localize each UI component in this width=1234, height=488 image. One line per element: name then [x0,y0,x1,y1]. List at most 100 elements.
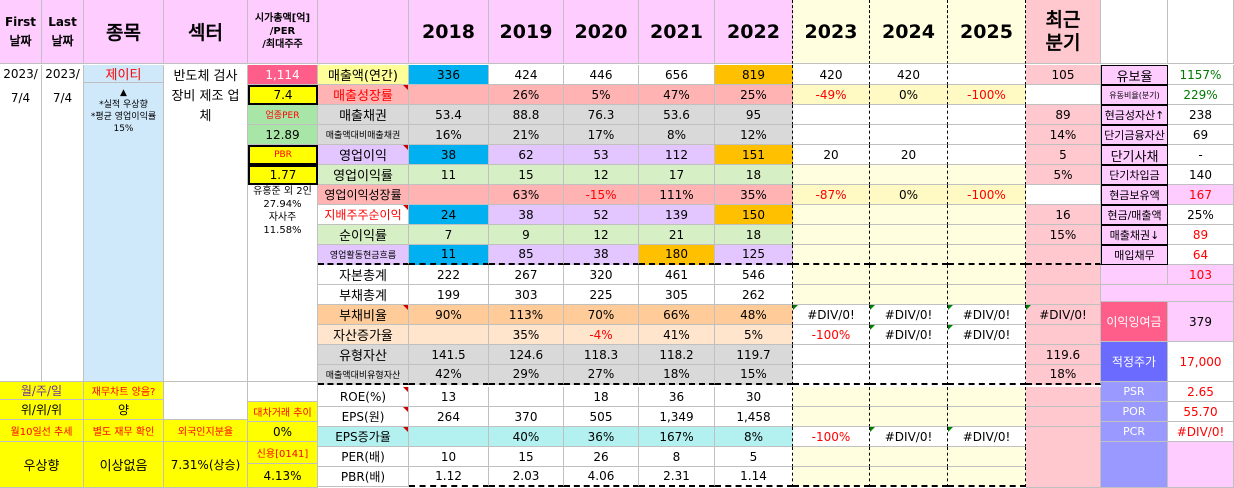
right-label-9[interactable]: 매입채무 [1101,245,1168,265]
row-label-11[interactable]: 부채총계 [318,285,409,305]
value-r15-c7[interactable] [948,365,1026,385]
right-label-6[interactable]: 현금보유액 [1101,185,1168,205]
value-r14-c2[interactable]: 118.3 [564,345,639,365]
foreign-value[interactable]: 7.31%(상승) [164,442,248,488]
value-r0-c2[interactable]: 446 [564,65,639,85]
right-label-5[interactable]: 단기차입금 [1101,165,1168,185]
value-r5-c6[interactable] [870,165,948,185]
right-value-12[interactable]: 17,000 [1168,342,1234,382]
pbr-value[interactable]: 1.77 [248,165,318,185]
value-r1-c4[interactable]: 25% [715,85,793,105]
row-label-12[interactable]: 부채비율 [318,305,409,325]
value-r1-c6[interactable]: 0% [870,85,948,105]
right-label-4[interactable]: 단기사채 [1101,145,1168,165]
value-r3-c5[interactable] [793,125,870,145]
row-label-2[interactable]: 매출채권 [318,105,409,125]
recent-r3[interactable]: 14% [1026,125,1101,145]
value-r4-c7[interactable] [948,145,1026,165]
market-cap-value[interactable]: 1,114 [248,65,318,85]
value-r7-c2[interactable]: 52 [564,205,639,225]
trend-label-2[interactable]: 위/위/위 [0,400,84,420]
value-r2-c6[interactable] [870,105,948,125]
value-r20-c1[interactable]: 2.03 [489,467,564,487]
header-first-date[interactable]: First 날짜 [0,0,42,64]
recent-r17[interactable] [1026,407,1101,427]
value-r17-c2[interactable]: 505 [564,407,639,427]
value-r12-c7[interactable]: #DIV/0! [948,305,1026,325]
value-r7-c7[interactable] [948,205,1026,225]
header-recent-quarter[interactable]: 최근 분기 [1026,0,1101,64]
right-value-7[interactable]: 25% [1168,205,1234,225]
value-r11-c7[interactable] [948,285,1026,305]
value-r16-c3[interactable]: 36 [639,387,715,407]
value-r4-c2[interactable]: 53 [564,145,639,165]
value-r14-c1[interactable]: 124.6 [489,345,564,365]
value-r9-c5[interactable] [793,245,870,265]
header-year-2024[interactable]: 2024 [870,0,948,64]
right-value-6[interactable]: 167 [1168,185,1234,205]
header-year-2023[interactable]: 2023 [793,0,870,64]
value-r18-c6[interactable]: #DIV/0! [870,427,948,447]
value-r8-c4[interactable]: 18 [715,225,793,245]
right-value-8[interactable]: 89 [1168,225,1234,245]
recent-r15[interactable]: 18% [1026,365,1101,385]
value-r2-c5[interactable] [793,105,870,125]
per-value[interactable]: 7.4 [248,85,318,105]
right-label-1[interactable]: 유동비율(분기) [1101,85,1168,105]
value-r9-c6[interactable] [870,245,948,265]
value-r10-c4[interactable]: 546 [715,265,793,285]
row-label-13[interactable]: 자산증가율 [318,325,409,345]
first-date[interactable]: 2023/ 7/4 [0,65,42,382]
value-r5-c0[interactable]: 11 [409,165,489,185]
right-value-14[interactable]: 55.70 [1168,402,1234,422]
value-r0-c4[interactable]: 819 [715,65,793,85]
value-r18-c7[interactable]: #DIV/0! [948,427,1026,447]
value-r16-c0[interactable]: 13 [409,387,489,407]
value-r15-c4[interactable]: 15% [715,365,793,385]
value-r14-c7[interactable] [948,345,1026,365]
value-r4-c1[interactable]: 62 [489,145,564,165]
value-r18-c4[interactable]: 8% [715,427,793,447]
value-r12-c2[interactable]: 70% [564,305,639,325]
header-right-label[interactable] [1101,0,1168,64]
right-label-14[interactable]: POR [1101,402,1168,422]
recent-r10[interactable] [1026,265,1101,285]
value-r7-c5[interactable] [793,205,870,225]
value-r18-c3[interactable]: 167% [639,427,715,447]
row-label-4[interactable]: 영업이익 [318,145,409,165]
right-label-15[interactable]: PCR [1101,422,1168,442]
header-market-cap[interactable]: 시가총액[억] /PER /최대주주 [248,0,318,64]
header-last-date[interactable]: Last 날짜 [42,0,84,64]
value-r11-c5[interactable] [793,285,870,305]
value-r19-c4[interactable]: 5 [715,447,793,467]
value-r0-c0[interactable]: 336 [409,65,489,85]
value-r8-c6[interactable] [870,225,948,245]
value-r19-c6[interactable] [870,447,948,467]
trend-label-1[interactable]: 월/주/일 [0,382,84,400]
value-r15-c3[interactable]: 18% [639,365,715,385]
row-label-16[interactable]: ROE(%) [318,387,409,407]
value-r9-c7[interactable] [948,245,1026,265]
right-label-8[interactable]: 매출채권↓ [1101,225,1168,245]
value-r19-c2[interactable]: 26 [564,447,639,467]
value-r20-c6[interactable] [870,467,948,487]
value-r5-c5[interactable] [793,165,870,185]
value-r5-c3[interactable]: 17 [639,165,715,185]
row-label-19[interactable]: PER(배) [318,447,409,467]
value-r12-c1[interactable]: 113% [489,305,564,325]
value-r6-c4[interactable]: 35% [715,185,793,205]
value-r8-c1[interactable]: 9 [489,225,564,245]
value-r13-c2[interactable]: -4% [564,325,639,345]
right-label-11[interactable]: 이익잉여금 [1101,302,1168,342]
value-r7-c4[interactable]: 150 [715,205,793,225]
value-r3-c3[interactable]: 8% [639,125,715,145]
value-r16-c1[interactable] [489,387,564,407]
value-r14-c0[interactable]: 141.5 [409,345,489,365]
credit-label[interactable]: 신용[0141] [248,442,318,464]
value-r15-c2[interactable]: 27% [564,365,639,385]
row-label-5[interactable]: 영업이익률 [318,165,409,185]
recent-r9[interactable] [1026,245,1101,265]
value-r16-c4[interactable]: 30 [715,387,793,407]
right-value-11[interactable]: 379 [1168,302,1234,342]
empty-sector-lower[interactable] [164,382,248,420]
